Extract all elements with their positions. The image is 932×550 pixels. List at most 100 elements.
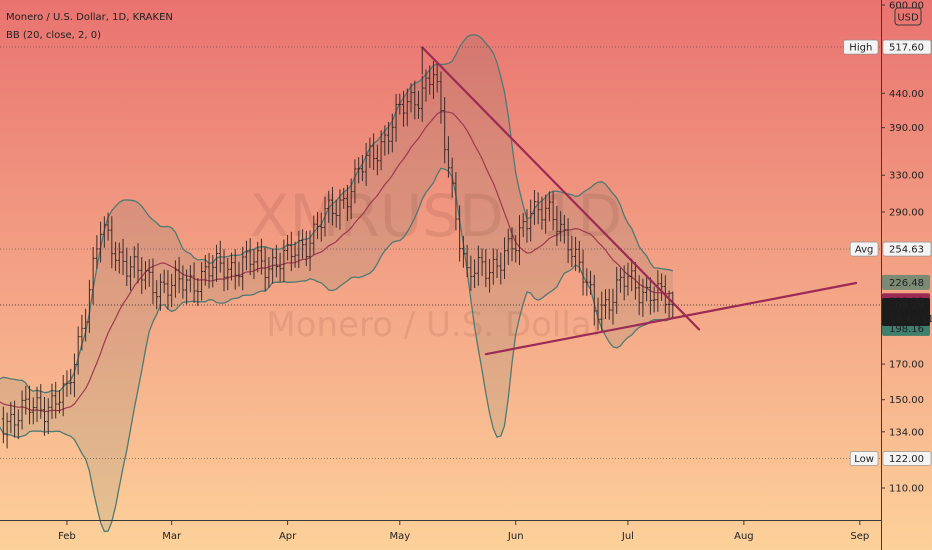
candle xyxy=(544,194,548,234)
x-tick-label: Sep xyxy=(850,531,869,542)
candle xyxy=(308,230,312,272)
level-value-avg: 254.63 xyxy=(889,245,924,256)
candle xyxy=(222,249,226,292)
candle xyxy=(532,189,537,225)
candle xyxy=(357,157,361,184)
watermark-name: Monero / U.S. Dollar xyxy=(266,305,605,345)
candle xyxy=(110,216,114,269)
candle xyxy=(603,289,608,320)
candle xyxy=(181,265,185,299)
bar-countdown: 14:43:11 xyxy=(889,314,932,325)
candle xyxy=(469,255,473,291)
candle xyxy=(416,90,421,119)
chart-header: Monero / U.S. Dollar, 1D, KRAKEN BB (20,… xyxy=(6,12,173,41)
candle xyxy=(570,235,574,268)
candle xyxy=(454,172,458,231)
candle xyxy=(428,65,432,95)
candle xyxy=(42,396,47,436)
candle xyxy=(61,374,65,417)
y-tick-label: 330.00 xyxy=(889,171,924,182)
bollinger-band-area xyxy=(0,34,673,532)
candle xyxy=(484,248,488,288)
candle xyxy=(353,159,357,204)
bollinger-band-fill xyxy=(0,34,673,532)
level-label-low: Low 122.00 xyxy=(849,451,932,466)
candle xyxy=(91,246,95,305)
candle xyxy=(660,273,664,301)
price-axis[interactable]: 600.00 440.00 390.00 330.00 290.00 170.00 150.… xyxy=(843,0,932,550)
level-tag-avg xyxy=(849,241,879,257)
candle xyxy=(491,248,495,285)
candle xyxy=(121,238,125,276)
level-tag-label-high: High xyxy=(849,43,872,54)
candle xyxy=(72,353,77,398)
candle xyxy=(529,199,533,242)
candle xyxy=(173,260,177,298)
price-axis-ticks: 600.00 440.00 390.00 330.00 290.00 170.00 150.… xyxy=(881,1,924,495)
candle xyxy=(375,144,379,176)
candle-series[interactable] xyxy=(1,60,675,449)
candle xyxy=(510,227,514,262)
time-axis[interactable]: Feb Mar Apr May Jun Jul Aug Sep xyxy=(0,520,881,542)
candle xyxy=(158,273,163,311)
candle xyxy=(9,401,13,434)
candle xyxy=(581,249,585,296)
candle xyxy=(256,241,260,273)
candle xyxy=(607,288,611,320)
bollinger-upper-value: 226.48 xyxy=(889,278,924,289)
candle xyxy=(203,254,207,286)
candle xyxy=(585,268,589,296)
candle xyxy=(132,246,136,278)
level-tag-label-avg: Avg xyxy=(855,245,874,256)
chart-title: Monero / U.S. Dollar, 1D, KRAKEN xyxy=(6,12,173,23)
candle xyxy=(147,259,151,287)
candle xyxy=(327,190,331,223)
candle xyxy=(615,266,619,314)
candle xyxy=(304,230,308,267)
y-tick-label: 170.00 xyxy=(889,360,924,371)
level-value-box-avg xyxy=(882,241,932,257)
candle xyxy=(95,235,99,269)
candle xyxy=(155,280,159,310)
candle xyxy=(562,214,566,244)
candle xyxy=(226,257,230,291)
candle xyxy=(386,121,391,155)
bollinger-basis xyxy=(0,111,673,413)
candle xyxy=(252,249,256,279)
currency-badge[interactable]: USD xyxy=(894,7,922,26)
last-price-tag: 209.19 14:43:11 xyxy=(882,297,932,326)
candle xyxy=(390,113,394,153)
candle xyxy=(458,205,462,262)
candle xyxy=(559,211,563,242)
candle xyxy=(136,243,140,284)
candle xyxy=(229,252,234,281)
ascending-support-line xyxy=(484,281,858,356)
candle xyxy=(207,252,211,289)
bollinger-upper-box xyxy=(882,274,930,290)
candle xyxy=(151,258,155,305)
candle xyxy=(334,199,338,228)
candle xyxy=(271,248,275,284)
candle xyxy=(319,212,323,242)
candle xyxy=(465,244,469,278)
candle xyxy=(443,97,447,164)
candle xyxy=(113,241,118,271)
candle xyxy=(263,247,267,292)
candle xyxy=(413,80,417,120)
candle xyxy=(244,240,249,271)
candle xyxy=(506,228,510,265)
candle xyxy=(461,235,465,268)
candle xyxy=(349,178,353,220)
candle xyxy=(16,409,20,440)
indicator-legend[interactable]: BB (20, close, 2, 0) xyxy=(6,30,101,41)
level-tag-label-low: Low xyxy=(854,454,874,465)
trendlines[interactable] xyxy=(421,46,858,356)
candle xyxy=(24,385,28,415)
y-tick-label: 440.00 xyxy=(889,89,924,100)
bollinger-upper-tag: 226.48 xyxy=(882,274,930,290)
y-tick-label: 290.00 xyxy=(889,207,924,218)
candle xyxy=(259,238,264,275)
candle xyxy=(162,269,166,294)
